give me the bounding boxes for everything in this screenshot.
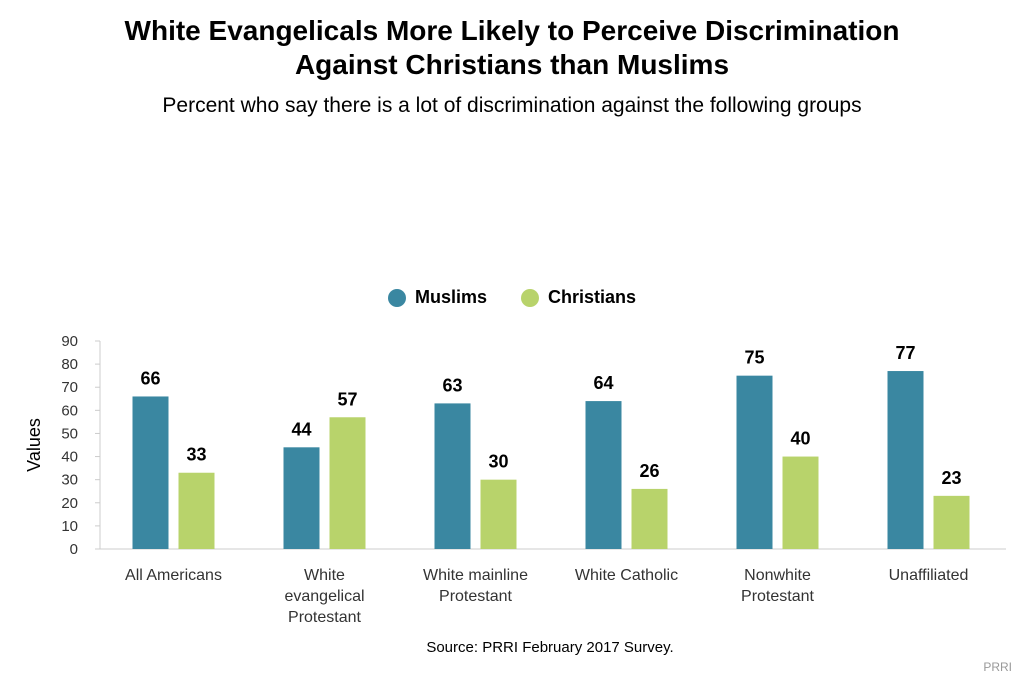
bar-muslims <box>132 396 169 549</box>
x-tick-label: Protestant <box>288 609 361 626</box>
x-tick-label: Protestant <box>439 588 512 605</box>
legend-swatch-christians <box>521 288 539 307</box>
chart-legend: Muslims Christians <box>0 287 1024 308</box>
y-axis-title: Values <box>24 418 44 472</box>
source-note: Source: PRRI February 2017 Survey. <box>426 639 674 656</box>
x-tick-label: White Catholic <box>575 567 678 584</box>
bar-muslims <box>434 403 471 549</box>
data-label-muslims: 75 <box>744 348 764 368</box>
legend-label-christians: Christians <box>548 287 637 307</box>
chart-title-line2: Against Christians than Muslims <box>294 49 730 80</box>
data-label-muslims: 63 <box>442 375 462 395</box>
x-tick-label: Unaffiliated <box>889 567 969 584</box>
credit-label: PRRI <box>983 660 1012 674</box>
x-tick-label: Nonwhite <box>744 567 811 584</box>
legend-label-muslims: Muslims <box>414 287 487 307</box>
bar-muslims <box>736 375 773 549</box>
x-tick-label: White mainline <box>423 567 528 584</box>
bar-muslims <box>585 401 622 549</box>
bar-christians <box>782 456 819 549</box>
bar-muslims <box>283 447 320 549</box>
data-label-christians: 40 <box>790 429 810 449</box>
data-label-muslims: 66 <box>140 368 160 388</box>
x-tick-label: White <box>304 567 345 584</box>
bar-muslims <box>887 371 924 549</box>
bar-christians <box>178 472 215 549</box>
data-label-christians: 26 <box>639 461 659 481</box>
data-label-muslims: 64 <box>593 373 613 393</box>
x-tick-label: Protestant <box>741 588 814 605</box>
y-tick-label: 30 <box>61 472 78 489</box>
x-tick-label: evangelical <box>284 588 364 605</box>
chart-title-line1: White Evangelicals More Likely to Percei… <box>124 15 900 46</box>
chart-title: White Evangelicals More Likely to Percei… <box>0 14 1024 82</box>
data-label-christians: 30 <box>488 452 508 472</box>
y-tick-label: 60 <box>61 402 78 419</box>
bar-christians <box>933 495 970 549</box>
data-label-muslims: 77 <box>895 343 915 363</box>
chart-subtitle: Percent who say there is a lot of discri… <box>162 94 862 117</box>
y-tick-label: 0 <box>70 541 78 558</box>
y-tick-label: 20 <box>61 495 78 512</box>
data-label-christians: 23 <box>941 468 961 488</box>
legend-item-muslims: Muslims <box>387 287 487 308</box>
y-tick-label: 50 <box>61 425 78 442</box>
y-tick-label: 90 <box>61 333 78 350</box>
bar-christians <box>631 488 668 549</box>
data-label-christians: 33 <box>186 445 206 465</box>
bar-christians <box>329 417 366 549</box>
y-tick-label: 10 <box>61 518 78 535</box>
bar-christians <box>480 479 517 549</box>
data-label-muslims: 44 <box>291 419 311 439</box>
y-tick-label: 80 <box>61 356 78 373</box>
bar-chart: 0 10 20 30 40 50 60 70 80 90 Values 66 33 All America… <box>24 333 1006 626</box>
data-label-christians: 57 <box>337 389 357 409</box>
legend-swatch-muslims <box>387 288 406 307</box>
y-tick-label: 40 <box>61 449 78 466</box>
y-tick-label: 70 <box>61 379 78 396</box>
x-tick-label: All Americans <box>125 567 222 584</box>
legend-item-christians: Christians <box>521 287 636 308</box>
